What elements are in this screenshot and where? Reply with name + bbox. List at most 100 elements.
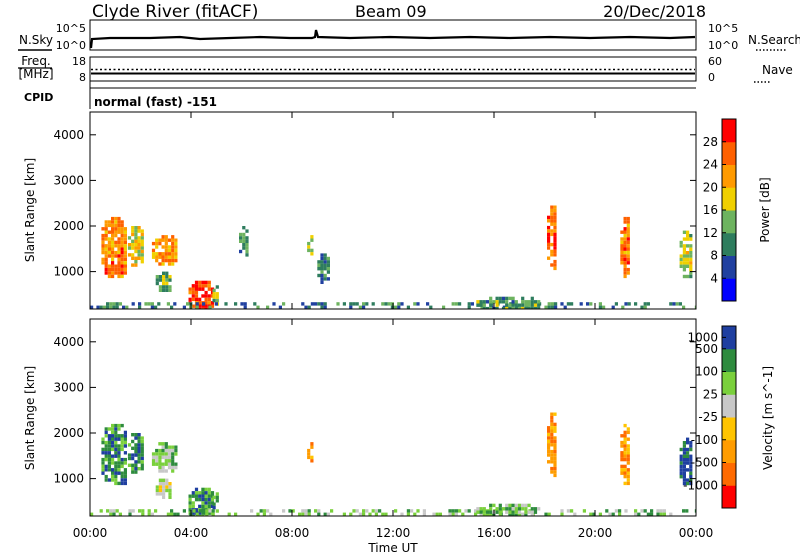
freq-tick-bottom: 8 [79,71,86,84]
data-patch [155,271,172,292]
data-patch [90,509,696,516]
data-patch [547,205,557,271]
colorbar-cell [722,141,736,165]
power-y-axis: 1000 2000 3000 4000 [53,128,696,279]
velocity-y-label: Slant Range [km] [23,366,37,470]
data-patch [620,216,630,279]
data-patch [239,226,249,257]
colorbar-tick-label: -100 [691,433,718,447]
x-tick-label: 00:00 [679,526,714,540]
data-patch [101,216,127,279]
cpid-value: normal (fast) -151 [94,95,217,109]
colorbar-cell [722,232,736,256]
beam-label: Beam 09 [355,2,427,21]
colorbar-cell [722,210,736,234]
colorbar-tick-label: 4 [710,271,718,285]
colorbar-tick-label: 100 [695,365,718,379]
data-patch [212,492,219,513]
nave-label: Nave [762,63,793,77]
power-colorbar: 4 8 12 16 20 24 28 [703,118,737,302]
colorbar-cell [722,348,736,372]
x-tick-label: 04:00 [174,526,209,540]
colorbar-cell [722,417,736,441]
cpid-panel: CPID normal (fast) -151 [24,81,696,109]
colorbar-cell [722,371,736,395]
power-panel: 1000 2000 3000 4000 Slant Range [km] 4 8 12 16… [23,111,772,310]
freq-tick-top: 18 [72,55,86,68]
colorbar-cell [722,394,736,418]
x-tick-label: 16:00 [477,526,512,540]
freq-unit-label: [MHz] [18,67,53,81]
colorbar-tick-label: 16 [703,203,718,217]
power-colorbar-label: Power [dB] [758,177,772,242]
colorbar-tick-label: 8 [710,249,718,263]
data-patch [151,235,178,266]
data-patch [127,433,144,474]
data-patch [307,442,314,463]
station-title: Clyde River (fitACF) [92,2,258,22]
freq-panel: Freq. [MHz] 18 8 60 0 Nave [18,54,793,84]
colorbar-tick-label: -500 [691,456,718,470]
colorbar-cell [722,278,736,302]
nsky-trace [89,29,696,49]
colorbar-cell [722,119,736,143]
colorbar-tick-label: 500 [695,342,718,356]
x-tick-label: 00:00 [73,526,108,540]
velocity-colorbar-label: Velocity [m s^-1] [761,366,775,470]
velocity-data [90,412,696,516]
colorbar-tick-label: 12 [703,226,718,240]
velocity-frame [89,318,697,517]
data-patch [101,423,127,486]
colorbar-cell [722,326,736,350]
colorbar-cell [722,164,736,188]
data-patch [90,302,696,309]
data-patch [476,296,541,309]
nsearch-tick-top: 10^5 [708,22,738,35]
colorbar-tick-label: -25 [698,410,718,424]
x-tick-label: 08:00 [275,526,310,540]
velocity-y-axis: 1000 2000 3000 4000 [53,335,696,486]
x-tick-label: 20:00 [578,526,613,540]
freq-label: Freq. [21,54,51,68]
nsearch-tick-bottom: 10^0 [708,39,738,52]
data-patch [547,412,557,478]
time-axis: 00:00 04:00 08:00 12:00 16:00 20:00 00:00 [73,112,714,540]
nsky-panel: N.Sky 10^5 10^0 10^5 10^0 N.Search [18,19,800,52]
colorbar-cell [722,439,736,463]
nsearch-label: N.Search [748,33,800,47]
colorbar-cell [722,485,736,509]
y-tick-label: 2000 [53,426,84,440]
colorbar-tick-label: 24 [703,158,718,172]
date-label: 20/Dec/2018 [603,2,706,21]
colorbar-tick-label: 1000 [687,330,718,344]
data-patch [620,423,630,486]
power-y-label: Slant Range [km] [23,158,37,262]
data-patch [317,253,330,284]
nave-tick-bottom: 0 [708,71,715,84]
nave-tick-top: 60 [708,55,722,68]
time-axis-label: Time UT [367,541,418,554]
nsky-tick-bottom: 10^0 [56,39,86,52]
colorbar-cell [722,462,736,486]
x-tick-label: 12:00 [376,526,411,540]
data-patch [476,503,541,516]
y-tick-label: 1000 [53,472,84,486]
nsky-tick-top: 10^5 [56,22,86,35]
colorbar-cell [722,255,736,279]
power-frame [89,111,697,310]
y-tick-label: 3000 [53,173,84,187]
data-patch [151,442,178,473]
nsky-label: N.Sky [19,33,53,47]
y-tick-label: 4000 [53,335,84,349]
y-tick-label: 2000 [53,219,84,233]
y-tick-label: 1000 [53,265,84,279]
colorbar-tick-label: 20 [703,180,718,194]
data-patch [679,230,693,279]
y-tick-label: 4000 [53,128,84,142]
colorbar-tick-label: -1000 [683,478,718,492]
data-patch [307,235,314,256]
data-patch [155,478,172,499]
